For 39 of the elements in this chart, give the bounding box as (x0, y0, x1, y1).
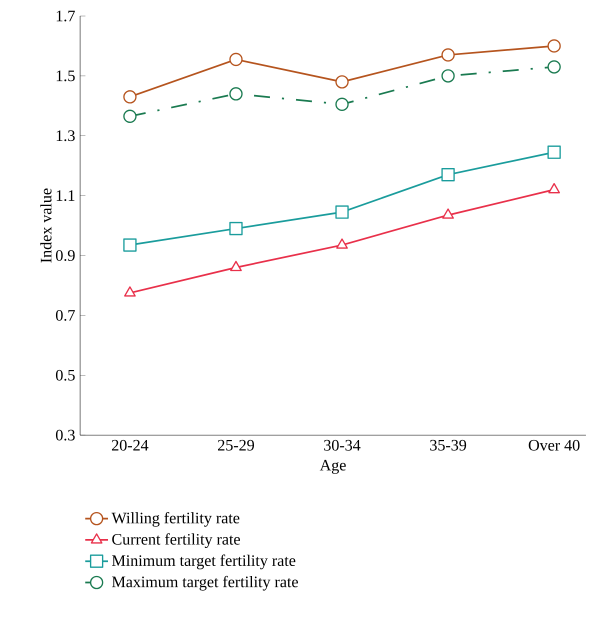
point (336, 238, 348, 249)
y-tick-label: 0.5 (56, 370, 75, 381)
y-tick-label: 0.7 (56, 310, 75, 321)
x-tick-label: 20-24 (112, 440, 148, 451)
point (229, 87, 243, 101)
legend-label: Willing fertility rate (112, 512, 240, 527)
y-tick-label: 0.9 (56, 250, 75, 261)
legend-label: Maximum target fertility rate (112, 576, 298, 591)
y-tick-label: 1.7 (56, 10, 75, 22)
y-tick-label: 0.3 (56, 430, 75, 441)
point (229, 222, 243, 236)
point (441, 168, 455, 182)
point (335, 75, 349, 89)
point (229, 52, 243, 66)
point (123, 90, 137, 104)
legend-label: Minimum target fertility rate (112, 554, 296, 570)
point (547, 39, 561, 53)
point (441, 69, 455, 83)
x-tick-label: 30-34 (324, 440, 360, 451)
point (124, 286, 136, 297)
y-axis-title: Index value (40, 188, 52, 263)
x-axis-title: Age (320, 460, 346, 474)
point (335, 205, 349, 219)
point (548, 182, 560, 194)
x-tick-label: 25-29 (218, 440, 254, 451)
y-tick-label: 1.1 (56, 190, 74, 202)
point (547, 60, 561, 74)
point (335, 98, 349, 112)
point (230, 260, 242, 272)
x-tick-label: 35-39 (430, 440, 466, 451)
point (123, 110, 137, 123)
y-tick-label: 1.5 (56, 70, 75, 82)
point (441, 48, 455, 62)
y-tick-label: 1.3 (56, 130, 75, 142)
legend-label: Current fertility rate (112, 533, 240, 548)
point (442, 208, 454, 219)
x-tick-label: Over 40 (528, 440, 580, 451)
point (547, 146, 561, 159)
point (123, 238, 137, 252)
